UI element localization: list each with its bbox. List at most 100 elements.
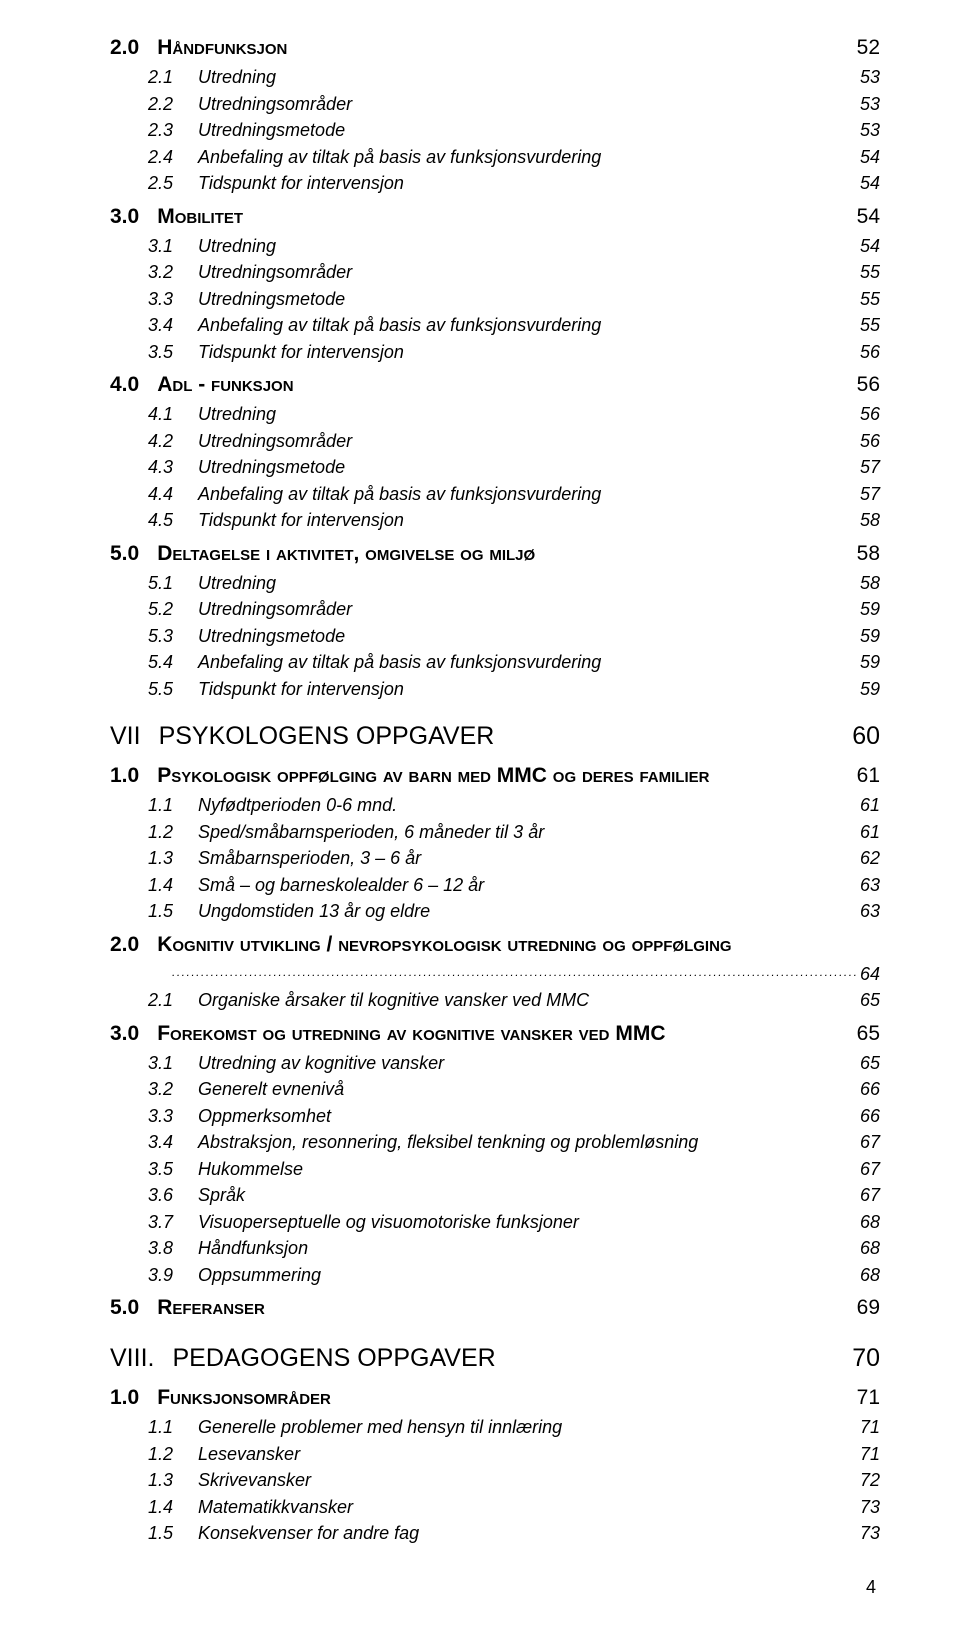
toc-entry[interactable]: 1.5Konsekvenser for andre fag73 [110, 1520, 880, 1547]
toc-entry-label: Håndfunksjon [157, 32, 287, 64]
toc-entry-number: 5.3 [148, 623, 198, 650]
toc-entry[interactable]: 2.0Håndfunksjon52 [110, 32, 880, 64]
toc-entry[interactable]: 5.5Tidspunkt for intervensjon59 [110, 676, 880, 703]
toc-entry-label: Utredningsområder [198, 259, 352, 286]
toc-entry[interactable]: 3.6Språk67 [110, 1182, 880, 1209]
toc-leader [172, 961, 858, 988]
toc-entry[interactable]: 3.1Utredning av kognitive vansker65 [110, 1050, 880, 1077]
toc-entry-label: Utredningsområder [198, 91, 352, 118]
toc-page-number: 53 [860, 117, 880, 144]
toc-page-number: 66 [860, 1103, 880, 1130]
toc-entry[interactable]: 4.0Adl - funksjon56 [110, 369, 880, 401]
toc-entry-label: Konsekvenser for andre fag [198, 1520, 419, 1547]
toc-entry[interactable]: 3.5Hukommelse67 [110, 1156, 880, 1183]
toc-entry[interactable]: 3.0Forekomst og utredning av kognitive v… [110, 1018, 880, 1050]
toc-entry[interactable]: 1.1Nyfødtperioden 0-6 mnd.61 [110, 792, 880, 819]
toc-entry[interactable]: 2.5Tidspunkt for intervensjon54 [110, 170, 880, 197]
toc-entry[interactable]: VIIPSYKOLOGENS OPPGAVER60 [110, 716, 880, 756]
toc-entry[interactable]: 5.1Utredning58 [110, 570, 880, 597]
toc-entry[interactable]: 3.3Oppmerksomhet66 [110, 1103, 880, 1130]
toc-entry[interactable]: 3.9Oppsummering68 [110, 1262, 880, 1289]
toc-entry-number: 2.2 [148, 91, 198, 118]
toc-entry-number: 3.0 [110, 1018, 139, 1050]
toc-page-number: 56 [860, 339, 880, 366]
toc-entry[interactable]: 5.0Deltagelse i aktivitet, omgivelse og … [110, 538, 880, 570]
toc-entry[interactable]: 3.2Generelt evnenivå66 [110, 1076, 880, 1103]
toc-entry[interactable]: 2.1Utredning53 [110, 64, 880, 91]
toc-entry[interactable]: 2.0Kognitiv utvikling / nevropsykologisk… [110, 929, 880, 961]
toc-entry[interactable]: 1.0Funksjonsområder71 [110, 1382, 880, 1414]
toc-page-number: 67 [860, 1129, 880, 1156]
toc-entry[interactable]: 3.2Utredningsområder55 [110, 259, 880, 286]
toc-entry[interactable]: 4.3Utredningsmetode57 [110, 454, 880, 481]
toc-entry-number: 1.1 [148, 1414, 198, 1441]
toc-entry[interactable]: 5.3Utredningsmetode59 [110, 623, 880, 650]
toc-entry[interactable]: 3.7Visuoperseptuelle og visuomotoriske f… [110, 1209, 880, 1236]
toc-entry[interactable]: 2.1Organiske årsaker til kognitive vansk… [110, 987, 880, 1014]
toc-entry[interactable]: 1.3Småbarnsperioden, 3 – 6 år62 [110, 845, 880, 872]
toc-entry-number: 1.3 [148, 845, 198, 872]
toc-entry[interactable]: 1.2Sped/småbarnsperioden, 6 måneder til … [110, 819, 880, 846]
toc-page-number: 61 [860, 792, 880, 819]
toc-page-number: 54 [857, 201, 880, 233]
toc-entry[interactable]: 3.3Utredningsmetode55 [110, 286, 880, 313]
toc-page-number: 64 [860, 961, 880, 988]
toc-entry-label: Organiske årsaker til kognitive vansker … [198, 987, 589, 1014]
toc-entry[interactable]: 4.4Anbefaling av tiltak på basis av funk… [110, 481, 880, 508]
toc-entry-label: Småbarnsperioden, 3 – 6 år [198, 845, 421, 872]
toc-entry-label: Oppsummering [198, 1262, 321, 1289]
toc-entry[interactable]: 1.4Matematikkvansker73 [110, 1494, 880, 1521]
toc-entry-label: Utredning [198, 401, 276, 428]
toc-entry[interactable]: 3.4Anbefaling av tiltak på basis av funk… [110, 312, 880, 339]
toc-entry-number: 3.4 [148, 1129, 198, 1156]
toc-entry[interactable]: 1.1Generelle problemer med hensyn til in… [110, 1414, 880, 1441]
toc-page-number: 53 [860, 91, 880, 118]
toc-entry-label: Ungdomstiden 13 år og eldre [198, 898, 430, 925]
toc-entry[interactable]: 3.5Tidspunkt for intervensjon56 [110, 339, 880, 366]
toc-page-number: 54 [860, 170, 880, 197]
toc-entry[interactable]: 5.0Referanser69 [110, 1292, 880, 1324]
toc-page-number: 65 [860, 987, 880, 1014]
toc-page-number: 56 [860, 401, 880, 428]
toc-entry[interactable]: 1.5Ungdomstiden 13 år og eldre63 [110, 898, 880, 925]
toc-entry[interactable]: 2.4Anbefaling av tiltak på basis av funk… [110, 144, 880, 171]
toc-entry[interactable]: 3.8Håndfunksjon68 [110, 1235, 880, 1262]
toc-entry-label: PEDAGOGENS OPPGAVER [172, 1338, 495, 1378]
toc-entry[interactable]: 4.5Tidspunkt for intervensjon58 [110, 507, 880, 534]
toc-page-number: 54 [860, 233, 880, 260]
toc-entry[interactable]: VIII.PEDAGOGENS OPPGAVER70 [110, 1338, 880, 1378]
toc-entry[interactable]: 1.2Lesevansker71 [110, 1441, 880, 1468]
toc-page-number: 61 [857, 760, 880, 792]
toc-entry[interactable]: 5.4Anbefaling av tiltak på basis av funk… [110, 649, 880, 676]
toc-entry-label: Referanser [157, 1292, 265, 1324]
toc-page-number: 67 [860, 1156, 880, 1183]
toc-entry[interactable]: 3.4Abstraksjon, resonnering, fleksibel t… [110, 1129, 880, 1156]
toc-page-number: 73 [860, 1494, 880, 1521]
toc-entry-number: 3.4 [148, 312, 198, 339]
toc-entry[interactable]: 1.3Skrivevansker72 [110, 1467, 880, 1494]
toc-page-number: 54 [860, 144, 880, 171]
toc-entry[interactable]: 3.1Utredning54 [110, 233, 880, 260]
toc-entry-label: Anbefaling av tiltak på basis av funksjo… [198, 312, 601, 339]
toc-entry[interactable]: 5.2Utredningsområder59 [110, 596, 880, 623]
toc-page-number: 71 [860, 1414, 880, 1441]
toc-leader-only: 64 [110, 961, 880, 988]
toc-entry[interactable]: 2.2Utredningsområder 53 [110, 91, 880, 118]
toc-entry[interactable]: 1.4Små – og barneskolealder 6 – 12 år63 [110, 872, 880, 899]
toc-entry[interactable]: 3.0Mobilitet54 [110, 201, 880, 233]
toc-entry[interactable]: 4.1Utredning 56 [110, 401, 880, 428]
toc-entry-label: Utredningsmetode [198, 117, 345, 144]
toc-entry-number: 5.2 [148, 596, 198, 623]
toc-entry[interactable]: 4.2Utredningsområder56 [110, 428, 880, 455]
toc-entry-number: 4.5 [148, 507, 198, 534]
toc-entry-number: 3.3 [148, 1103, 198, 1130]
toc-entry-number: 1.5 [148, 898, 198, 925]
page-number: 4 [110, 1577, 880, 1598]
toc-entry-number: 5.4 [148, 649, 198, 676]
toc-page-number: 56 [860, 428, 880, 455]
toc-entry-number: 4.1 [148, 401, 198, 428]
toc-page-number: 58 [860, 507, 880, 534]
toc-entry[interactable]: 1.0Psykologisk oppfølging av barn med MM… [110, 760, 880, 792]
toc-page-number: 68 [860, 1262, 880, 1289]
toc-entry[interactable]: 2.3Utredningsmetode53 [110, 117, 880, 144]
